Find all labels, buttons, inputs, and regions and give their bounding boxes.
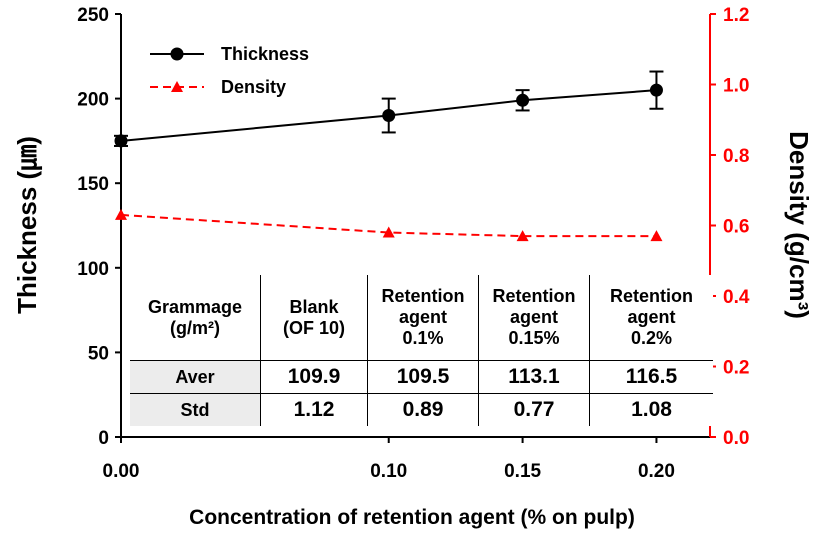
density-point: [650, 230, 663, 242]
legend: Thickness Density: [150, 44, 309, 97]
table-header-cell: Grammage (g/m²): [130, 275, 260, 360]
series-thickness: [114, 70, 664, 148]
table-cell: 116.5: [589, 360, 713, 393]
x-tick-label: 0.15: [504, 461, 541, 482]
y-right-tick-label: 0.6: [723, 217, 749, 238]
density-point: [115, 208, 127, 220]
thickness-point: [649, 83, 663, 97]
table-cell: 0.89: [367, 393, 478, 426]
density-point: [516, 230, 529, 242]
y-left-tick-label: 150: [77, 174, 109, 195]
thickness-point: [382, 109, 396, 123]
table-row-label: Std: [130, 393, 260, 426]
y-right-tick-label: 0.2: [723, 358, 749, 379]
table-row-label: Aver: [130, 360, 260, 393]
y-right-tick-label: 0.4: [723, 287, 750, 308]
table-cell: 0.77: [478, 393, 589, 426]
y-right-tick-label: 0.8: [723, 146, 749, 167]
y-left-tick-label: 0: [98, 428, 109, 449]
axes: 0 50 100 150 200 250 0.0 0.2 0.4 0.6 0.8 1.0 1.2 0.00…: [77, 5, 750, 482]
y-left-tick-label: 200: [77, 90, 109, 111]
table-header-cell: Retention agent 0.2%: [589, 275, 713, 360]
table-header-cell: Retention agent 0.1%: [367, 275, 478, 360]
y-axis-title-left: Thickness (㎛): [12, 136, 43, 314]
x-axis-title: Concentration of retention agent (% on p…: [189, 506, 635, 529]
y-axis-title-right: Density (g/cm³): [784, 131, 814, 319]
table-cell: 109.9: [260, 360, 367, 393]
thickness-point: [516, 93, 530, 107]
grammage-table: Grammage (g/m²) Blank (OF 10) Retention …: [130, 275, 713, 426]
x-tick-label: 0.00: [103, 461, 140, 482]
density-point: [382, 226, 395, 238]
table-header-cell: Retention agent 0.15%: [478, 275, 589, 360]
y-left-tick-label: 250: [77, 5, 109, 26]
thickness-point: [114, 134, 128, 148]
legend-thickness-label: Thickness: [221, 44, 309, 64]
thickness-line: [120, 89, 657, 142]
table-cell: 109.5: [367, 360, 478, 393]
table-cell: 1.12: [260, 393, 367, 426]
y-left-tick-label: 100: [77, 259, 109, 280]
table-header-cell: Blank (OF 10): [260, 275, 367, 360]
table-cell: 1.08: [589, 393, 713, 426]
series-density: [115, 208, 663, 242]
legend-density-label: Density: [221, 77, 286, 97]
y-right-tick-label: 0.0: [723, 428, 749, 449]
y-right-tick-label: 1.2: [723, 5, 749, 26]
density-line: [120, 213, 657, 238]
legend-thickness-marker: [170, 47, 184, 61]
x-tick-label: 0.10: [370, 461, 407, 482]
table-cell: 113.1: [478, 360, 589, 393]
x-tick-label: 0.20: [638, 461, 675, 482]
y-right-tick-label: 1.0: [723, 76, 749, 97]
legend-density-marker: [171, 81, 183, 92]
y-left-tick-label: 50: [88, 343, 109, 364]
